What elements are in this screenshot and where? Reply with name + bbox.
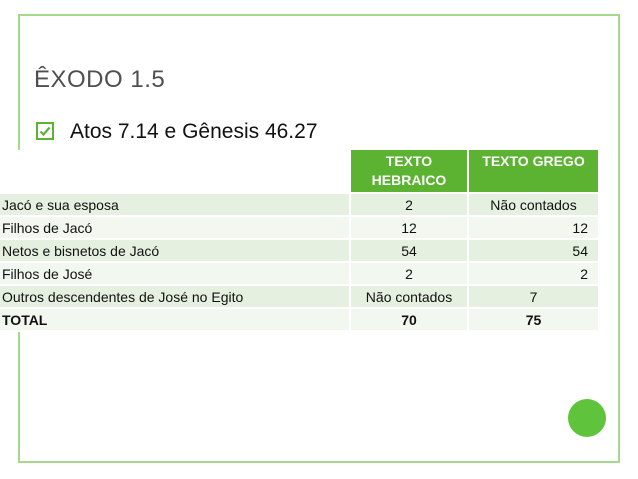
table-header-grego: TEXTO GREGO	[469, 150, 600, 194]
total-label: TOTAL	[0, 309, 351, 332]
row-hebraico: 12	[351, 217, 469, 240]
row-hebraico: Não contados	[351, 286, 469, 309]
row-grego: 54	[469, 240, 600, 263]
row-grego: 7	[469, 286, 600, 309]
slide-title: ÊXODO 1.5	[34, 66, 166, 93]
row-label: Filhos de Jacó	[0, 217, 351, 240]
slide-frame-right	[618, 14, 620, 463]
table-header-row: TEXTO HEBRAICO TEXTO GREGO	[0, 150, 600, 194]
comparison-table: TEXTO HEBRAICO TEXTO GREGO Jacó e sua es…	[0, 150, 600, 332]
total-grego: 75	[469, 309, 600, 332]
row-label: Netos e bisnetos de Jacó	[0, 240, 351, 263]
row-label: Outros descendentes de José no Egito	[0, 286, 351, 309]
row-label: Filhos de José	[0, 263, 351, 286]
row-hebraico: 54	[351, 240, 469, 263]
total-hebraico: 70	[351, 309, 469, 332]
check-square-icon	[36, 122, 54, 140]
row-grego: 2	[469, 263, 600, 286]
table-row: Filhos de José 2 2	[0, 263, 600, 286]
table-row: Jacó e sua esposa 2 Não contados	[0, 194, 600, 217]
row-grego: 12	[469, 217, 600, 240]
slide-frame-top	[18, 14, 620, 16]
bullet-item: Atos 7.14 e Gênesis 46.27	[36, 119, 318, 143]
table-row: Netos e bisnetos de Jacó 54 54	[0, 240, 600, 263]
row-hebraico: 2	[351, 263, 469, 286]
bullet-text: Atos 7.14 e Gênesis 46.27	[70, 119, 318, 143]
row-hebraico: 2	[351, 194, 469, 217]
decorative-green-circle	[568, 399, 606, 437]
slide-frame-bottom	[18, 461, 620, 463]
table-header-hebraico: TEXTO HEBRAICO	[351, 150, 469, 194]
table-row: Filhos de Jacó 12 12	[0, 217, 600, 240]
table-row: Outros descendentes de José no Egito Não…	[0, 286, 600, 309]
table-header-empty	[0, 150, 351, 194]
table-total-row: TOTAL 70 75	[0, 309, 600, 332]
comparison-table-wrapper: TEXTO HEBRAICO TEXTO GREGO Jacó e sua es…	[0, 150, 600, 332]
row-grego: Não contados	[469, 194, 600, 217]
row-label: Jacó e sua esposa	[0, 194, 351, 217]
